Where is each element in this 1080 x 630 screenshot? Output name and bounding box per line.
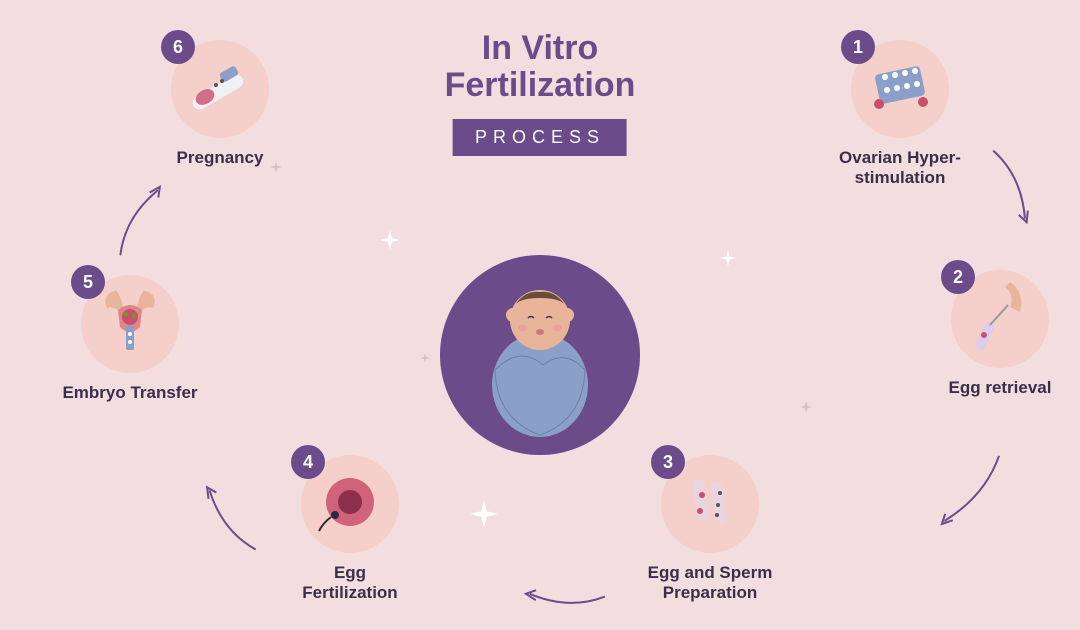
arrow-2 [912,436,1017,549]
step-6: 6 Pregnancy [150,40,290,168]
center-baby-circle [440,255,640,455]
baby-icon [465,270,615,440]
step-label-1: Ovarian Hyper-stimulation [830,148,970,189]
sparkle-3 [270,160,282,178]
step-label-5: Embryo Transfer [60,383,200,403]
step-badge-3: 3 [651,445,685,479]
step-badge-5: 5 [71,265,105,299]
step-badge-4: 4 [291,445,325,479]
step-icon-pregtest [180,47,260,132]
step-badge-6: 6 [161,30,195,64]
step-icon-tubes [675,467,745,542]
step-2: 2 Egg retrieval [930,270,1070,398]
arrow-3 [509,568,611,616]
step-circle-5: 5 [81,275,179,373]
sparkle-0 [380,230,400,255]
arrow-5 [101,163,190,272]
step-label-2: Egg retrieval [930,378,1070,398]
step-icon-pills [865,52,935,127]
sparkle-4 [800,400,812,418]
step-circle-3: 3 [661,455,759,553]
title-block: In Vitro Fertilization PROCESS [445,30,636,156]
step-circle-6: 6 [171,40,269,138]
step-circle-2: 2 [951,270,1049,368]
step-icon-retrieval [960,277,1040,362]
sparkle-2 [470,500,498,533]
subtitle: PROCESS [453,119,627,156]
title-line1: In Vitro [445,30,636,67]
step-3: 3 Egg and SpermPreparation [640,455,780,604]
step-icon-transfer [90,282,170,367]
step-icon-fertilization [315,467,385,542]
step-circle-4: 4 [301,455,399,553]
arrow-1 [968,138,1051,248]
step-1: 1 Ovarian Hyper-stimulation [830,40,970,189]
arrow-4 [181,459,278,566]
title-line2: Fertilization [445,67,636,104]
step-circle-1: 1 [851,40,949,138]
step-label-3: Egg and SpermPreparation [640,563,780,604]
step-label-6: Pregnancy [150,148,290,168]
step-label-4: EggFertilization [280,563,420,604]
step-badge-1: 1 [841,30,875,64]
step-5: 5 Embryo Transfer [60,275,200,403]
sparkle-1 [720,250,736,271]
sparkle-5 [420,350,430,368]
step-4: 4 EggFertilization [280,455,420,604]
step-badge-2: 2 [941,260,975,294]
